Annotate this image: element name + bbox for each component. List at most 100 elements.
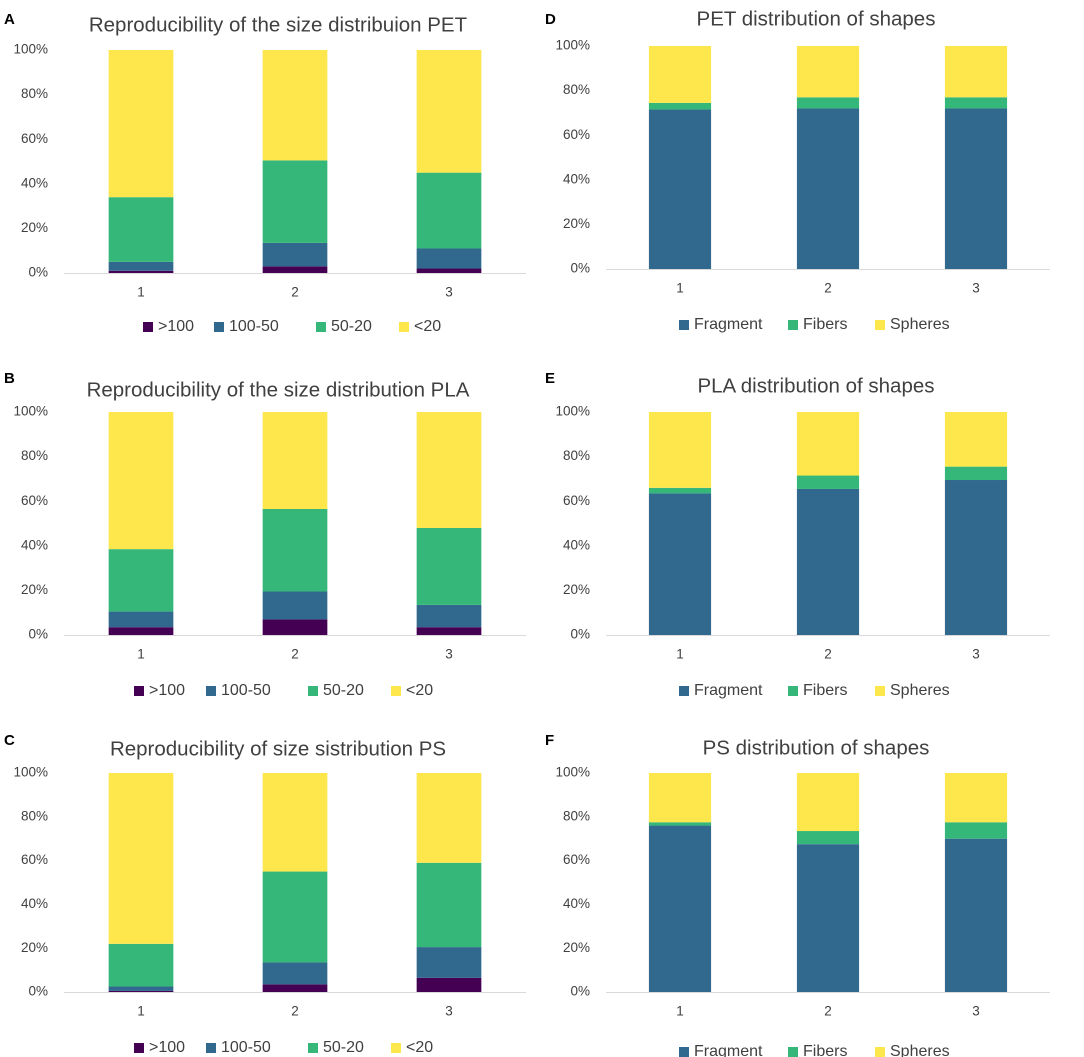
panel-c-y-tick: 100% <box>13 765 48 780</box>
panel-f-legend-swatch-spheres <box>875 1047 885 1057</box>
panel-b-y-tick: 80% <box>21 448 48 463</box>
panel-d-chart: D PET distribution of shapes 0% 20% 40% 60% 80… <box>545 7 1050 333</box>
panel-e-legend-swatch-spheres <box>875 686 885 696</box>
panel-b-x-tick: 3 <box>445 647 453 662</box>
panel-d-bar-fragment-1 <box>648 109 712 270</box>
panel-e-legend-label-fragment: Fragment <box>694 682 763 699</box>
panel-a-bar-lt20-1 <box>108 50 174 198</box>
panel-b-bar-lt20-1 <box>108 412 174 550</box>
panel-f-x-tick: 1 <box>676 1004 684 1019</box>
panel-f-letter: F <box>545 732 554 749</box>
panel-e-title: PLA distribution of shapes <box>697 374 934 397</box>
panel-c-legend-label-50-20: 50-20 <box>323 1039 364 1056</box>
panel-b-legend-label-gt100: >100 <box>149 682 185 699</box>
panel-c-letter: C <box>4 732 15 749</box>
panel-a-bar-gt100-2 <box>262 266 328 273</box>
panel-c-y-tick: 60% <box>21 852 48 867</box>
panel-e-bar-fragment-2 <box>796 488 860 635</box>
panel-a-bar-100-50-1 <box>108 261 174 271</box>
panel-f-bar-spheres-1 <box>648 773 712 823</box>
panel-c-bar-lt20-3 <box>416 773 482 863</box>
panel-e-y-tick: 0% <box>570 627 590 642</box>
panel-c-legend-swatch-50-20 <box>308 1043 318 1053</box>
panel-d-legend: Fragment Fibers Spheres <box>679 316 950 333</box>
panel-b-legend-swatch-gt100 <box>134 686 144 696</box>
panel-c-bar-100-50-3 <box>416 947 482 978</box>
panel-a-x-tick: 2 <box>291 285 299 300</box>
panel-d-y-tick: 80% <box>563 82 590 97</box>
panel-f-bar-fragment-1 <box>648 825 712 992</box>
panel-c-bar-gt100-2 <box>262 984 328 992</box>
panel-a-legend-label-100-50: 100-50 <box>229 318 279 335</box>
panel-a-legend-label-50-20: 50-20 <box>331 318 372 335</box>
panel-d-x-tick: 2 <box>824 281 832 296</box>
panel-f-y-tick: 0% <box>570 984 590 999</box>
panel-d-y-tick: 20% <box>563 216 590 231</box>
panel-f-legend-label-fragment: Fragment <box>694 1043 763 1057</box>
panel-c-bar-lt20-2 <box>262 773 328 872</box>
panel-a-bar-100-50-2 <box>262 242 328 267</box>
panel-c-y-tick: 20% <box>21 940 48 955</box>
panel-c-legend-swatch-100-50 <box>206 1043 216 1053</box>
panel-c-legend-label-100-50: 100-50 <box>221 1039 271 1056</box>
panel-b-bar-50-20-3 <box>416 527 482 605</box>
panel-f-title: PS distribution of shapes <box>703 736 930 759</box>
panel-f-y-tick: 80% <box>563 808 590 823</box>
panel-a-y-tick: 60% <box>21 131 48 146</box>
panel-e-bar-fragment-1 <box>648 493 712 635</box>
panel-a-legend: >100 100-50 50-20 <20 <box>143 318 441 335</box>
panel-a-legend-swatch-50-20 <box>316 322 326 332</box>
panel-d-x-tick: 1 <box>676 281 684 296</box>
panel-a-y-tick: 0% <box>28 265 48 280</box>
panel-a-legend-swatch-lt20 <box>399 322 409 332</box>
panel-f-bar-spheres-3 <box>944 773 1008 823</box>
panel-b-legend-label-50-20: 50-20 <box>323 682 364 699</box>
panel-c-title: Reproducibility of size sistribution PS <box>110 737 446 760</box>
panel-f-bar-fibers-1 <box>648 822 712 826</box>
panel-f-legend-swatch-fragment <box>679 1047 689 1057</box>
panel-b-bar-lt20-3 <box>416 412 482 528</box>
panel-e-bar-fragment-3 <box>944 480 1008 635</box>
panel-b-y-tick: 0% <box>28 627 48 642</box>
panel-a-legend-label-gt100: >100 <box>158 318 194 335</box>
panel-f-y-tick: 100% <box>555 765 590 780</box>
panel-c-bar-gt100-1 <box>108 990 174 992</box>
panel-f-legend-swatch-fibers <box>788 1047 798 1057</box>
panel-f-bar-spheres-2 <box>796 773 860 832</box>
panel-d-bar-spheres-1 <box>648 46 712 103</box>
panel-a-bar-50-20-1 <box>108 197 174 262</box>
panel-a-legend-swatch-100-50 <box>214 322 224 332</box>
panel-f-bar-fragment-2 <box>796 844 860 992</box>
panel-f-legend-label-fibers: Fibers <box>803 1043 847 1057</box>
panel-f-y-tick: 20% <box>563 940 590 955</box>
panel-c-x-tick: 1 <box>137 1004 145 1019</box>
panel-f-y-tick: 60% <box>563 852 590 867</box>
panel-a-legend-swatch-gt100 <box>143 322 153 332</box>
panel-d-legend-swatch-fragment <box>679 320 689 330</box>
panel-b-bar-gt100-2 <box>262 619 328 635</box>
panel-a-bar-50-20-2 <box>262 160 328 243</box>
panel-e-y-tick: 60% <box>563 493 590 508</box>
panel-c-bar-100-50-2 <box>262 962 328 985</box>
panel-a-legend-label-lt20: <20 <box>414 318 441 335</box>
panel-a-y-tick: 100% <box>13 42 48 57</box>
panel-d-bar-spheres-2 <box>796 46 860 98</box>
panel-d-bar-fragment-3 <box>944 108 1008 269</box>
panel-b-x-tick: 1 <box>137 647 145 662</box>
panel-c-bar-50-20-2 <box>262 871 328 963</box>
panel-e-bar-fibers-2 <box>796 475 860 489</box>
panel-b-legend-swatch-100-50 <box>206 686 216 696</box>
panel-f-bar-fibers-2 <box>796 831 860 845</box>
panel-d-y-tick: 40% <box>563 171 590 186</box>
panel-d-y-tick: 100% <box>555 38 590 53</box>
panel-d-bar-fibers-2 <box>796 97 860 109</box>
panel-b-bar-100-50-2 <box>262 591 328 620</box>
panel-b-y-tick: 40% <box>21 537 48 552</box>
panel-b-y-tick: 60% <box>21 493 48 508</box>
panel-e-y-tick: 40% <box>563 537 590 552</box>
panel-b-legend: >100 100-50 50-20 <20 <box>134 682 433 699</box>
panel-d-bar-fragment-2 <box>796 108 860 269</box>
panel-f-chart: F PS distribution of shapes 0% 20% 40% 60% 80%… <box>545 732 1050 1057</box>
panel-e-legend: Fragment Fibers Spheres <box>679 682 950 699</box>
panel-f-legend-label-spheres: Spheres <box>890 1043 950 1057</box>
